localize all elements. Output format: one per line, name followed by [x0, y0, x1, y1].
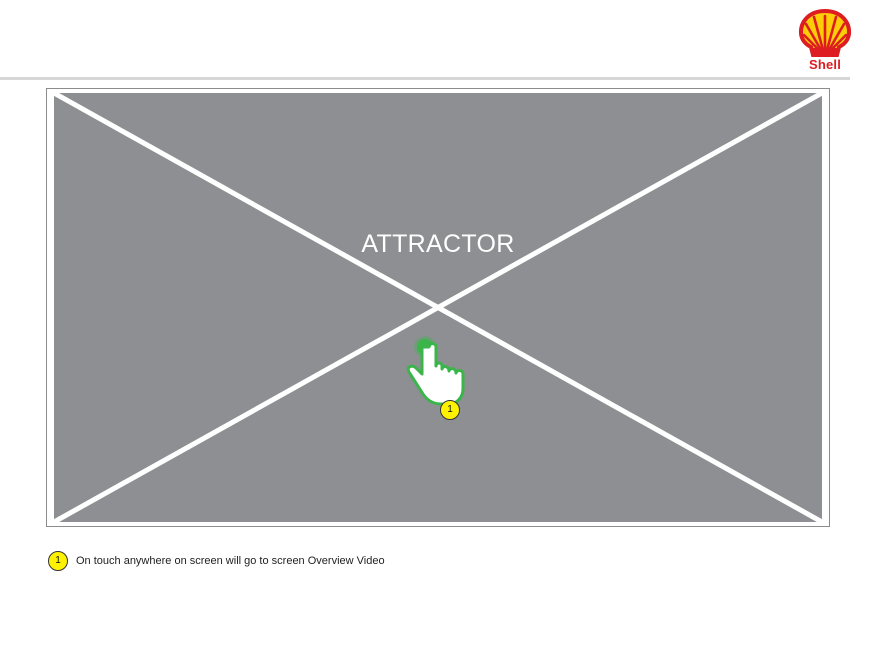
callout-badge: 1 [440, 400, 460, 420]
placeholder-cross-line [54, 93, 822, 522]
shell-pecten-icon [798, 8, 852, 57]
image-placeholder[interactable] [54, 93, 822, 522]
annotation-number-badge: 1 [48, 551, 68, 571]
screen-frame[interactable]: ATTRACTOR 1 [46, 88, 830, 527]
annotation-text: On touch anywhere on screen will go to s… [76, 555, 385, 567]
screen-title: ATTRACTOR [361, 230, 515, 258]
logo-wordmark: Shell [808, 57, 842, 72]
annotation-note: 1 On touch anywhere on screen will go to… [48, 551, 385, 571]
shell-logo: Shell [796, 8, 854, 72]
header-divider [0, 77, 850, 80]
tap-hand-icon [406, 336, 465, 406]
